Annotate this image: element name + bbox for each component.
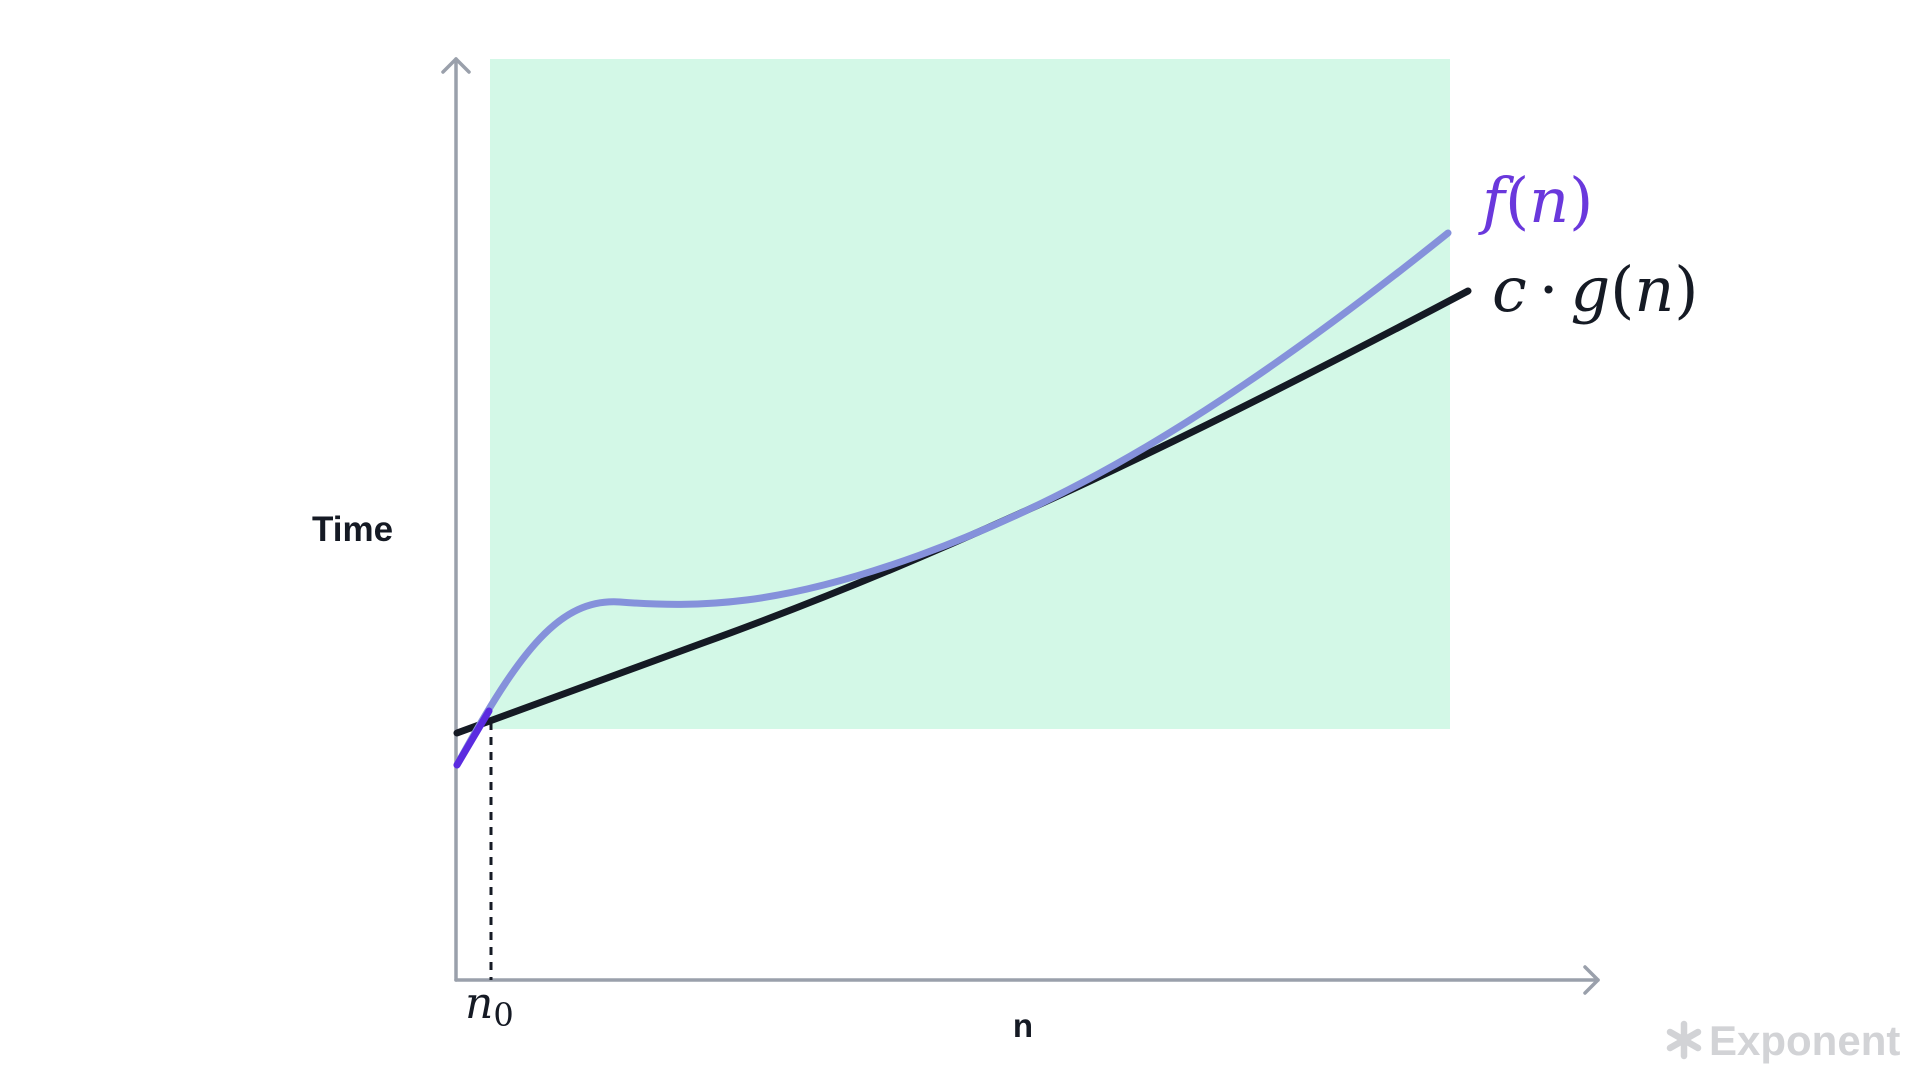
- g-label-close: ): [1674, 253, 1698, 326]
- x-axis-arrow-icon: [1583, 965, 1600, 995]
- f-label-close: ): [1569, 164, 1593, 237]
- g-label-var: n: [1634, 253, 1674, 326]
- axes: [441, 57, 1600, 995]
- f-curve-start: [453, 707, 493, 769]
- f-curve: [453, 229, 1452, 769]
- y-axis-arrow-icon: [441, 57, 471, 74]
- f-label-open: (: [1505, 164, 1529, 237]
- y-axis-label: Time: [312, 510, 393, 549]
- g-label-fn: g: [1570, 253, 1610, 326]
- f-curve-label: f(n): [1478, 164, 1593, 237]
- g-label-open: (: [1610, 253, 1634, 326]
- n0-label-base: n: [465, 978, 493, 1029]
- g-curve-label: c · g(n): [1492, 253, 1699, 326]
- x-axis-label: n: [1013, 1007, 1033, 1044]
- g-label-c: c: [1492, 253, 1527, 326]
- asterisk-logo-icon: [1666, 1020, 1702, 1060]
- brand-name: Exponent: [1709, 1017, 1900, 1064]
- g-label-dot: ·: [1539, 253, 1559, 326]
- brand-watermark: Exponent: [1666, 1017, 1900, 1064]
- f-label-var: n: [1529, 164, 1569, 237]
- shaded-region: [490, 59, 1450, 729]
- n0-label-sub: 0: [493, 996, 513, 1034]
- n0-label: n0: [465, 978, 514, 1034]
